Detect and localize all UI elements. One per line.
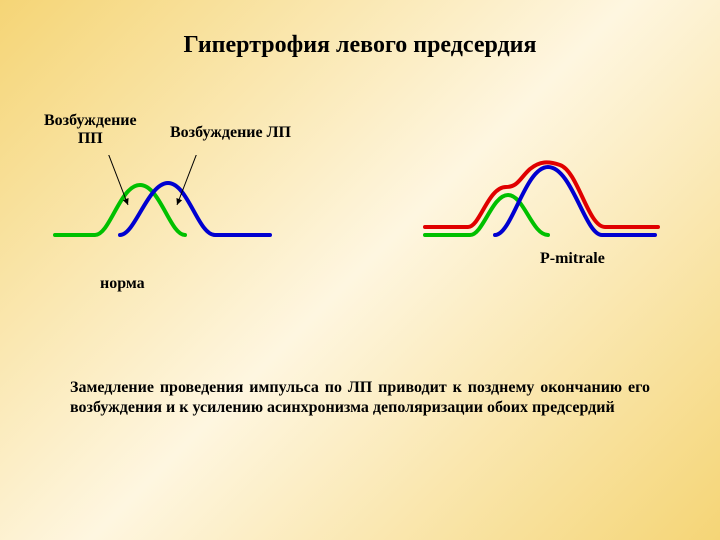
curve-blue: [120, 183, 270, 235]
curve-blue: [495, 167, 655, 235]
label-pp-line2: ПП: [78, 130, 103, 147]
label-pp: Возбуждение ПП: [44, 112, 137, 148]
page-title: Гипертрофия левого предсердия: [0, 32, 720, 59]
curve-green: [55, 185, 185, 235]
label-norma: норма: [100, 275, 145, 293]
label-lp: Возбуждение ЛП: [170, 124, 291, 142]
curve-red: [425, 162, 658, 227]
arrow-line: [177, 155, 202, 205]
label-pp-line1: Возбуждение: [44, 112, 137, 129]
diagram-norma: [50, 155, 310, 255]
diagram-pmitrale: [420, 155, 680, 255]
body-text: Замедление проведения импульса по ЛП при…: [70, 378, 650, 418]
